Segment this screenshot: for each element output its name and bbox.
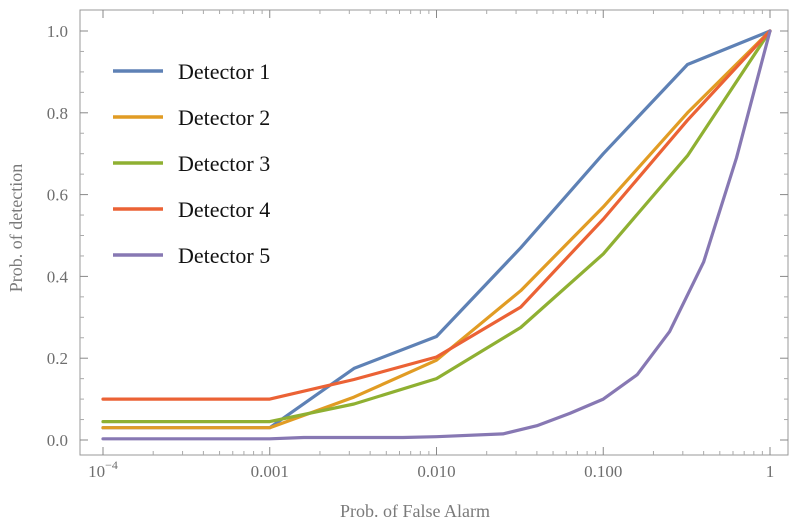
x-tick-label: 0.010	[417, 462, 455, 481]
series-line-detector-3	[101, 29, 772, 424]
x-axis-ticks: 10−4 0.001 0.010 0.100 1	[88, 10, 774, 481]
x-tick-label: 0.100	[584, 462, 622, 481]
series-lines	[101, 29, 772, 441]
y-axis-label: Prob. of detection	[6, 164, 26, 292]
plot-frame	[79, 9, 789, 456]
y-tick-label: 0.6	[47, 186, 68, 205]
y-axis-ticks: 0.0 0.2 0.4 0.6 0.8 1.0	[47, 22, 788, 450]
y-tick-label: 0.8	[47, 104, 68, 123]
y-tick-label: 0.0	[47, 431, 68, 450]
legend-label-detector-5: Detector 5	[178, 243, 270, 268]
y-tick-label: 0.2	[47, 349, 68, 368]
legend-label-detector-2: Detector 2	[178, 105, 270, 130]
legend: Detector 1 Detector 2 Detector 3 Detector 4…	[113, 59, 270, 268]
x-tick-label: 10−4	[88, 458, 118, 481]
y-tick-label: 1.0	[47, 22, 68, 41]
series-line-detector-1	[101, 29, 772, 430]
x-axis-label: Prob. of False Alarm	[340, 501, 490, 521]
legend-label-detector-1: Detector 1	[178, 59, 270, 84]
y-tick-label: 0.4	[47, 267, 69, 286]
x-tick-label: 1	[766, 462, 775, 481]
legend-label-detector-3: Detector 3	[178, 151, 270, 176]
plot-border	[79, 9, 789, 456]
series-line-detector-5	[101, 29, 772, 441]
series-line-detector-4	[101, 29, 772, 401]
x-tick-label: 0.001	[251, 462, 289, 481]
legend-label-detector-4: Detector 4	[178, 197, 270, 222]
series-line-detector-2	[101, 29, 772, 430]
